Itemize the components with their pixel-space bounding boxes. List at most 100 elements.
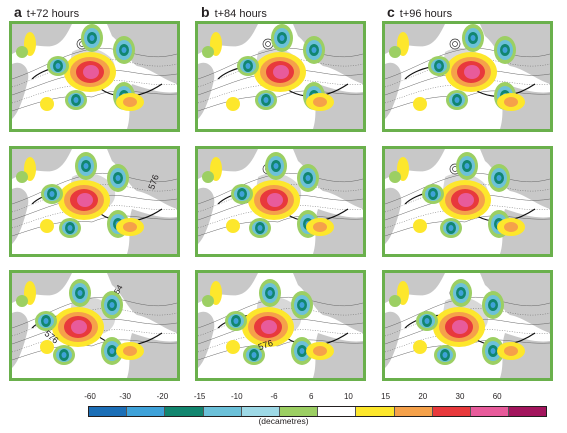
positive-anomaly: [313, 97, 327, 107]
negative-anomaly: [389, 46, 401, 58]
land: [107, 273, 177, 333]
anomaly-map: [385, 149, 550, 254]
color-scale-swatch: [393, 407, 432, 416]
negative-anomaly: [442, 352, 448, 358]
negative-anomaly: [273, 163, 279, 169]
positive-anomaly: [77, 193, 93, 207]
negative-anomaly: [389, 171, 401, 183]
map-panel-c2: [382, 146, 553, 257]
color-scale-swatch: [317, 407, 356, 416]
column-letter: b: [201, 4, 210, 20]
land: [385, 149, 445, 179]
anomaly-map: [385, 273, 550, 378]
land: [480, 273, 550, 333]
negative-anomaly: [55, 63, 61, 69]
anomaly-map: [385, 24, 550, 129]
color-scale-tick: -30: [119, 392, 131, 401]
positive-anomaly: [413, 97, 427, 111]
negative-anomaly: [245, 63, 251, 69]
map-panel-c1: [382, 21, 553, 132]
color-scale-tick: -60: [84, 392, 96, 401]
closed-contour: [449, 38, 461, 50]
negative-anomaly: [299, 302, 305, 308]
column-header-b: b t+84 hours: [201, 4, 267, 20]
negative-anomaly: [16, 295, 28, 307]
positive-anomaly: [504, 346, 518, 356]
negative-anomaly: [202, 46, 214, 58]
land: [480, 149, 550, 209]
land: [293, 149, 363, 209]
negative-anomaly: [263, 97, 269, 103]
positive-anomaly: [226, 97, 240, 111]
map-panel-a1: [9, 21, 180, 132]
color-scale-tick: 6: [308, 392, 314, 401]
land: [127, 84, 177, 129]
negative-anomaly: [448, 225, 454, 231]
negative-anomaly: [490, 348, 496, 354]
positive-anomaly: [313, 346, 327, 356]
color-scale-tick: -6: [270, 392, 278, 401]
positive-anomaly: [226, 340, 240, 354]
anomaly-map: [198, 24, 363, 129]
color-scale-tick: 15: [381, 392, 391, 401]
negative-anomaly: [305, 175, 311, 181]
positive-anomaly: [313, 222, 327, 232]
positive-anomaly: [413, 340, 427, 354]
positive-anomaly: [71, 320, 87, 334]
negative-anomaly: [16, 46, 28, 58]
negative-anomaly: [61, 352, 67, 358]
land: [198, 62, 215, 119]
positive-anomaly: [226, 219, 240, 233]
negative-anomaly: [502, 47, 508, 53]
map-panel-a3: [9, 270, 180, 381]
positive-anomaly: [123, 97, 137, 107]
negative-anomaly: [73, 97, 79, 103]
map-panel-b3: [195, 270, 366, 381]
positive-anomaly: [123, 346, 137, 356]
positive-anomaly: [123, 222, 137, 232]
positive-anomaly: [458, 193, 474, 207]
color-scale-tick: 10: [343, 392, 353, 401]
column-letter: c: [387, 4, 395, 20]
negative-anomaly: [251, 352, 257, 358]
negative-anomaly: [279, 35, 285, 41]
negative-anomaly: [464, 163, 470, 169]
land: [198, 187, 215, 244]
negative-anomaly: [490, 302, 496, 308]
negative-anomaly: [83, 163, 89, 169]
positive-anomaly: [261, 320, 277, 334]
land: [198, 24, 258, 54]
land: [12, 187, 29, 244]
land: [385, 187, 402, 244]
color-scale-swatch: [431, 407, 470, 416]
closed-contour: [265, 41, 271, 47]
land: [12, 149, 72, 179]
color-scale-bar: [88, 406, 548, 417]
negative-anomaly: [16, 171, 28, 183]
land: [107, 149, 177, 209]
closed-contour: [452, 41, 458, 47]
negative-anomaly: [89, 35, 95, 41]
negative-anomaly: [389, 295, 401, 307]
positive-anomaly: [40, 340, 54, 354]
color-scale-tick: -15: [193, 392, 206, 401]
negative-anomaly: [109, 302, 115, 308]
negative-anomaly: [257, 225, 263, 231]
land: [385, 24, 445, 54]
negative-anomaly: [470, 35, 476, 41]
color-scale-swatch: [202, 407, 241, 416]
negative-anomaly: [239, 191, 245, 197]
color-scale-swatch: [469, 407, 509, 416]
positive-anomaly: [504, 97, 518, 107]
negative-anomaly: [311, 47, 317, 53]
negative-anomaly: [424, 318, 430, 324]
land: [385, 273, 445, 303]
negative-anomaly: [202, 171, 214, 183]
negative-anomaly: [202, 295, 214, 307]
land: [12, 24, 72, 54]
color-scale-swatch: [508, 407, 547, 416]
column-title: t+84 hours: [214, 8, 267, 20]
color-scale-swatch: [240, 407, 279, 416]
negative-anomaly: [454, 97, 460, 103]
land: [385, 62, 402, 119]
